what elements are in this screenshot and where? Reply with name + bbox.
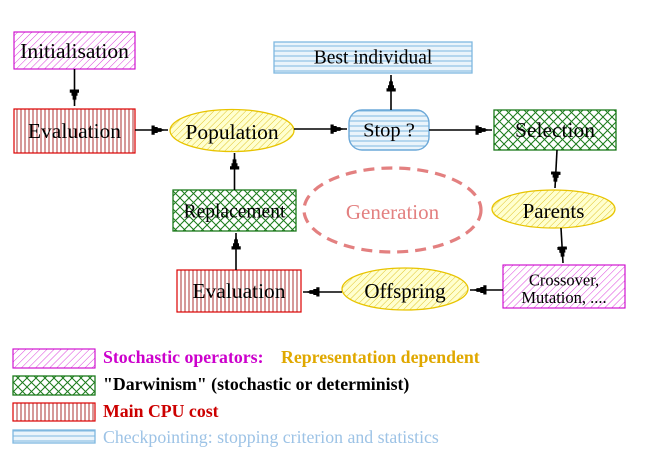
- svg-text:Generation: Generation: [346, 200, 440, 224]
- svg-text:Crossover,: Crossover,: [529, 270, 599, 289]
- svg-text:Population: Population: [185, 120, 278, 144]
- svg-text:Mutation, ....: Mutation, ....: [521, 288, 606, 307]
- svg-text:Evaluation: Evaluation: [192, 279, 285, 303]
- svg-text:Offspring: Offspring: [364, 279, 446, 303]
- svg-text:Evaluation: Evaluation: [28, 119, 121, 143]
- svg-text:Selection: Selection: [515, 118, 595, 142]
- svg-text:Best individual: Best individual: [314, 47, 433, 68]
- svg-text:Parents: Parents: [523, 199, 585, 223]
- svg-text:Checkpointing: stopping criter: Checkpointing: stopping criterion and st…: [103, 427, 439, 447]
- svg-text:Stochastic operators:: Stochastic operators:: [103, 347, 264, 367]
- svg-text:Replacement: Replacement: [184, 201, 286, 222]
- svg-text:Stop ?: Stop ?: [363, 120, 415, 142]
- svg-text:Main CPU cost: Main CPU cost: [103, 401, 219, 421]
- svg-text:Initialisation: Initialisation: [20, 39, 129, 63]
- svg-text:"Darwinism" (stochastic or det: "Darwinism" (stochastic or determinist): [103, 374, 409, 395]
- svg-text:Representation dependent: Representation dependent: [281, 347, 480, 367]
